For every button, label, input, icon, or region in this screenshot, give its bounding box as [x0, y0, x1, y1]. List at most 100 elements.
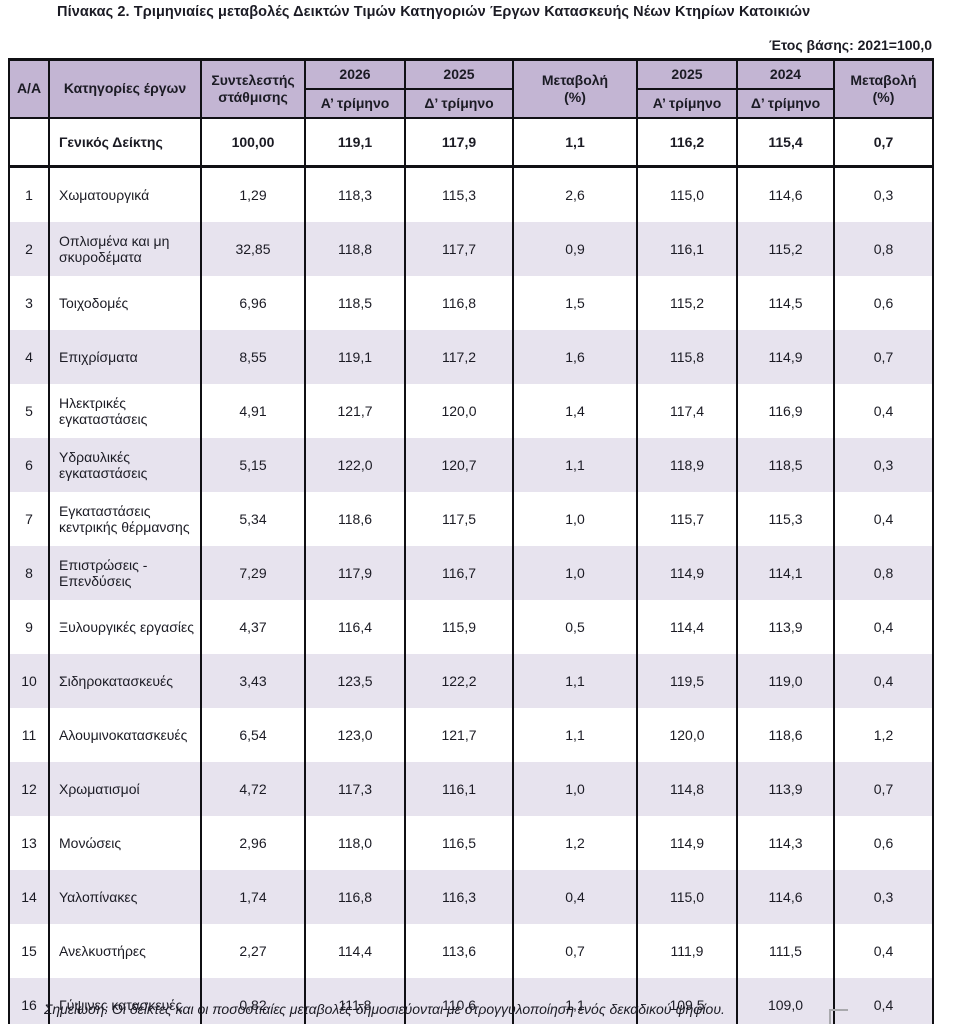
cell-value: 114,9 [636, 815, 738, 870]
cell-value: 100,00 [200, 117, 306, 168]
cell-category: Σιδηροκατασκευές [48, 653, 202, 708]
cell-num: 8 [8, 545, 50, 600]
cell-value: 113,6 [404, 923, 514, 978]
cell-value: 119,5 [636, 653, 738, 708]
cell-value: 0,4 [833, 491, 934, 546]
cell-value: 115,3 [404, 166, 514, 222]
cell-value: 114,3 [736, 815, 835, 870]
cell-value: 116,1 [636, 221, 738, 276]
cell-value: 0,7 [833, 329, 934, 384]
table-row: 13 Μονώσεις 2,96 118,0 116,5 1,2 114,9 114,3 0,6 [8, 815, 934, 870]
cell-value: 0,4 [512, 869, 638, 924]
cell-value: 1,0 [512, 491, 638, 546]
cell-value: 114,9 [736, 329, 835, 384]
cell-num [8, 117, 50, 168]
table-row: 2 Οπλισμένα και μη σκυροδέματα 32,85 118,8 1… [8, 221, 934, 276]
cell-num: 4 [8, 329, 50, 384]
cell-value: 117,4 [636, 383, 738, 438]
cell-num: 1 [8, 166, 50, 222]
header-row-years: Α/Α Κατηγορίες έργων Συντελεστής στάθμισ… [8, 58, 934, 119]
table-row: 16 Γύψινες κατασκευές 0,82 111,8 110,6 1,1 109… [8, 977, 934, 1024]
table-row: 9 Ξυλουργικές εργασίες 4,37 116,4 115,9 0,5 11… [8, 599, 934, 654]
cell-value: 123,5 [304, 653, 406, 708]
cell-value: 116,7 [404, 545, 514, 600]
cell-value: 116,3 [404, 869, 514, 924]
cell-value: 120,0 [636, 707, 738, 762]
cell-category: Υαλοπίνακες [48, 869, 202, 924]
header-change-2-label: Μεταβολή [850, 71, 917, 88]
cell-value: 3,43 [200, 653, 306, 708]
cell-value: 1,74 [200, 869, 306, 924]
cell-value: 2,6 [512, 166, 638, 222]
cell-value: 6,54 [200, 707, 306, 762]
cell-value: 1,0 [512, 761, 638, 816]
cell-category: Ξυλουργικές εργασίες [48, 599, 202, 654]
cell-value: 117,7 [404, 221, 514, 276]
cell-value: 123,0 [304, 707, 406, 762]
cell-value: 0,6 [833, 815, 934, 870]
cell-value: 110,6 [404, 977, 514, 1024]
table-row: 3 Τοιχοδομές 6,96 118,5 116,8 1,5 115,2 114,5 0,… [8, 275, 934, 330]
table-row: 12 Χρωματισμοί 4,72 117,3 116,1 1,0 114,8 113,9… [8, 761, 934, 816]
header-change-2-unit: (%) [872, 88, 895, 105]
cell-category: Αλουμινοκατασκευές [48, 707, 202, 762]
header-year-2025-d: 2025 [404, 58, 514, 90]
cell-value: 1,2 [512, 815, 638, 870]
cell-value: 121,7 [304, 383, 406, 438]
cell-value: 8,55 [200, 329, 306, 384]
cell-value: 116,4 [304, 599, 406, 654]
table-header: Α/Α Κατηγορίες έργων Συντελεστής στάθμισ… [8, 58, 934, 119]
table-row: 1 Χωματουργικά 1,29 118,3 115,3 2,6 115,0 114,6… [8, 166, 934, 222]
cell-value: 0,7 [512, 923, 638, 978]
header-change-1-unit: (%) [564, 88, 586, 105]
table-row: 7 Εγκαταστάσεις κεντρικής θέρμανσης 5,34 11… [8, 491, 934, 546]
cell-value: 114,4 [636, 599, 738, 654]
cell-value: 2,96 [200, 815, 306, 870]
cell-value: 1,1 [512, 977, 638, 1024]
cell-value: 122,0 [304, 437, 406, 492]
cell-value: 117,3 [304, 761, 406, 816]
cell-value: 6,96 [200, 275, 306, 330]
cell-value: 114,1 [736, 545, 835, 600]
cell-value: 118,8 [304, 221, 406, 276]
cell-value: 4,72 [200, 761, 306, 816]
cell-value: 115,2 [736, 221, 835, 276]
cell-value: 118,6 [736, 707, 835, 762]
header-change-2: Μεταβολή (%) [833, 58, 934, 119]
cell-value: 1,1 [512, 707, 638, 762]
cell-value: 111,8 [304, 977, 406, 1024]
table-row: 10 Σιδηροκατασκευές 3,43 123,5 122,2 1,1 119,5… [8, 653, 934, 708]
cell-value: 117,9 [404, 117, 514, 168]
header-year-2024: 2024 [736, 58, 835, 90]
header-change-1: Μεταβολή (%) [512, 58, 638, 119]
cell-value: 0,3 [833, 869, 934, 924]
table-body: Γενικός Δείκτης 100,00 119,1 117,9 1,1 1… [8, 117, 934, 1024]
cell-num: 12 [8, 761, 50, 816]
cell-value: 117,5 [404, 491, 514, 546]
table-row: 4 Επιχρίσματα 8,55 119,1 117,2 1,6 115,8 114,9 0… [8, 329, 934, 384]
cell-value: 7,29 [200, 545, 306, 600]
cell-value: 114,6 [736, 869, 835, 924]
general-index-row: Γενικός Δείκτης 100,00 119,1 117,9 1,1 1… [8, 117, 934, 168]
cell-value: 115,3 [736, 491, 835, 546]
cell-value: 4,91 [200, 383, 306, 438]
cell-num: 15 [8, 923, 50, 978]
cell-value: 114,8 [636, 761, 738, 816]
cell-value: 111,5 [736, 923, 835, 978]
cell-num: 3 [8, 275, 50, 330]
table-row: 8 Επιστρώσεις - Επενδύσεις 7,29 117,9 116,7 1… [8, 545, 934, 600]
price-index-table: Α/Α Κατηγορίες έργων Συντελεστής στάθμισ… [8, 58, 934, 1024]
cell-value: 0,4 [833, 923, 934, 978]
cell-value: 114,9 [636, 545, 738, 600]
cell-value: 119,1 [304, 117, 406, 168]
cell-value: 118,5 [304, 275, 406, 330]
header-year-2026: 2026 [304, 58, 406, 90]
cell-num: 11 [8, 707, 50, 762]
cell-value: 118,6 [304, 491, 406, 546]
cell-value: 1,1 [512, 117, 638, 168]
cell-value: 1,2 [833, 707, 934, 762]
cell-category: Γενικός Δείκτης [48, 117, 202, 168]
cell-value: 1,1 [512, 437, 638, 492]
table-row: 6 Υδραυλικές εγκαταστάσεις 5,15 122,0 120,7 1… [8, 437, 934, 492]
